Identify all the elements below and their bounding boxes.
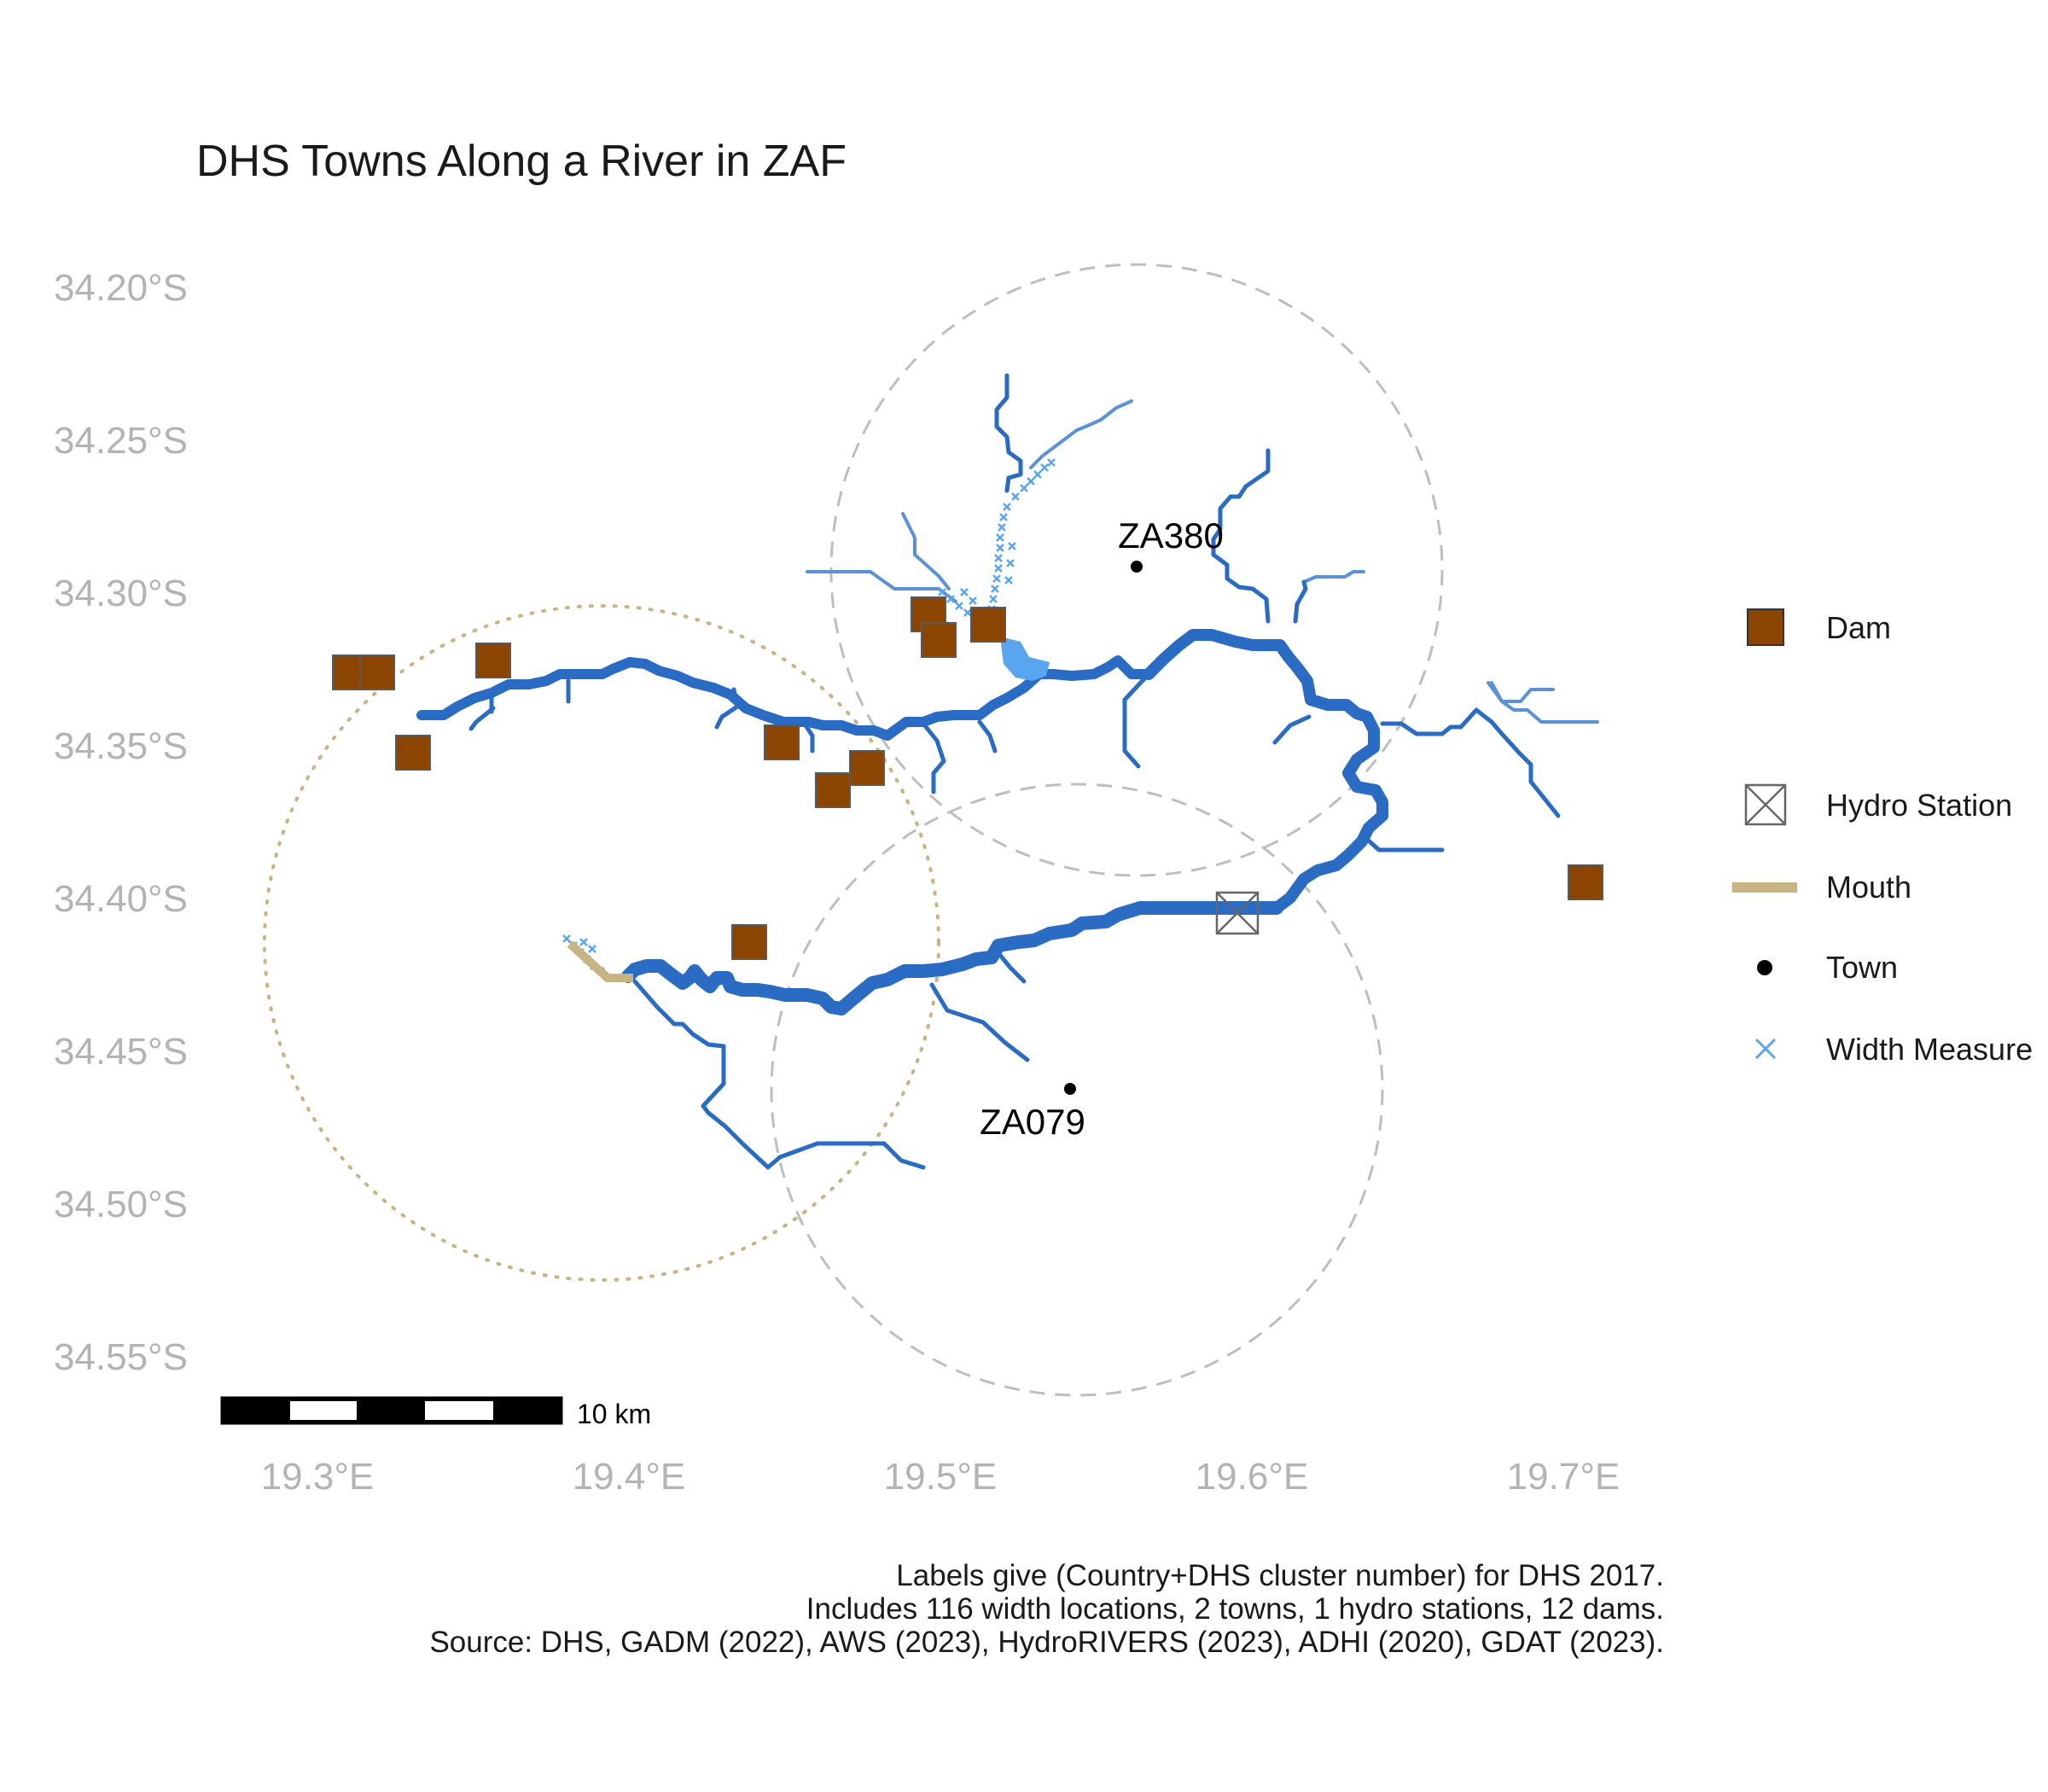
legend-hydro-cross	[1745, 784, 1786, 825]
y-tick-label: 34.55°S	[54, 1336, 188, 1378]
y-tick-label: 34.35°S	[54, 725, 188, 767]
hydro-station-marker	[1215, 891, 1260, 935]
legend-label-town: Town	[1826, 950, 1898, 985]
towns: ZA380 ZA079	[980, 515, 1224, 1142]
dam-marker	[849, 750, 885, 786]
x-tick-label: 19.7°E	[1507, 1456, 1620, 1498]
town-dot	[1131, 561, 1143, 573]
y-tick-label: 34.40°S	[54, 878, 188, 920]
dam-marker	[921, 622, 957, 658]
branch-line	[1293, 579, 1308, 624]
scale-bar: 10 km	[220, 1396, 651, 1429]
river-tributaries	[806, 399, 1599, 724]
x-tick-label: 19.3°E	[261, 1456, 375, 1498]
branch-line	[1272, 714, 1312, 745]
caption-line: Labels give (Country+DHS cluster number)…	[896, 1559, 1664, 1592]
scale-bar-segment	[222, 1398, 290, 1423]
legend-label-width-measure: Width Measure	[1826, 1032, 2033, 1067]
y-tick-label: 34.20°S	[54, 267, 188, 309]
town-dot	[1064, 1083, 1076, 1095]
main-river	[416, 629, 1388, 1015]
dam-marker	[1568, 864, 1603, 900]
dam-marker	[815, 772, 851, 808]
dam-marker	[764, 724, 800, 760]
width-measure-reservoir	[1000, 637, 1050, 681]
legend-width-key	[1754, 1038, 1777, 1060]
y-tick-label: 34.25°S	[54, 420, 188, 462]
branch-line	[1361, 834, 1445, 852]
scale-bar-segment	[493, 1398, 561, 1423]
caption-line: Source: DHS, GADM (2022), AWS (2023), Hy…	[429, 1626, 1664, 1659]
branch-line	[632, 979, 926, 1170]
buffer-circles	[263, 263, 1444, 1397]
caption-line: Includes 116 width locations, 2 towns, 1…	[806, 1592, 1664, 1626]
x-tick-label: 19.6°E	[1196, 1456, 1309, 1498]
width-measure-mark	[986, 503, 1011, 624]
scale-bar-label: 10 km	[577, 1399, 651, 1429]
dam-marker	[475, 643, 511, 678]
branch-line	[468, 706, 496, 731]
river-branches	[468, 373, 1561, 1170]
branch-line	[1211, 448, 1271, 624]
caption: Labels give (Country+DHS cluster number)…	[429, 1559, 1664, 1659]
legend-label-mouth: Mouth	[1826, 870, 1911, 905]
legend-town-key	[1757, 960, 1772, 975]
mouth-buffer-circle	[263, 604, 940, 1282]
town-label: ZA079	[980, 1102, 1085, 1142]
legend-hydro-key	[1744, 783, 1787, 826]
map-title: DHS Towns Along a River in ZAF	[196, 137, 847, 186]
legend-label-dam: Dam	[1826, 610, 1891, 645]
hydro-station-cross	[1216, 892, 1259, 934]
dam-marker	[970, 607, 1006, 643]
tributary-line	[1487, 681, 1555, 703]
width-measure-cluster	[1000, 637, 1050, 681]
x-axis-labels: 19.3°E 19.4°E 19.5°E 19.6°E 19.7°E	[261, 1456, 1620, 1498]
dams	[332, 596, 1603, 960]
legend-dam-key	[1747, 608, 1784, 646]
width-measure-mark	[1004, 458, 1056, 585]
y-tick-label: 34.45°S	[54, 1031, 188, 1073]
x-tick-label: 19.4°E	[573, 1456, 686, 1498]
main-river-line	[1143, 629, 1388, 914]
branch-line	[929, 982, 1030, 1062]
town-label: ZA380	[1118, 515, 1224, 556]
scale-bar-stripe	[222, 1398, 561, 1401]
scale-bar-stripe	[222, 1420, 561, 1423]
dam-marker	[731, 924, 767, 960]
river-mouth	[567, 940, 633, 982]
hydro-station	[1215, 891, 1260, 935]
x-tick-label: 19.5°E	[884, 1456, 998, 1498]
dam-marker	[359, 655, 395, 690]
branch-line	[1380, 707, 1561, 818]
dam-marker	[395, 735, 431, 771]
branch-line	[921, 721, 946, 794]
branch-line	[1122, 672, 1151, 769]
legend: Dam Hydro Station Mouth Town Width Measu…	[1732, 608, 2033, 1067]
branch-line	[994, 373, 1023, 493]
tributary-line	[1302, 570, 1365, 584]
branch-line	[977, 719, 998, 753]
legend-label-hydro-station: Hydro Station	[1826, 788, 2012, 823]
tributary-line	[1029, 399, 1133, 469]
tributary-line	[901, 512, 951, 591]
y-tick-label: 34.50°S	[54, 1184, 188, 1225]
branch-line	[803, 723, 815, 753]
y-tick-label: 34.30°S	[54, 573, 188, 614]
y-axis-labels: 34.20°S 34.25°S 34.30°S 34.35°S 34.40°S …	[54, 267, 188, 1378]
scale-bar-segment	[357, 1398, 425, 1423]
main-river-line	[621, 901, 1283, 1015]
town-buffer-circle	[770, 783, 1384, 1397]
